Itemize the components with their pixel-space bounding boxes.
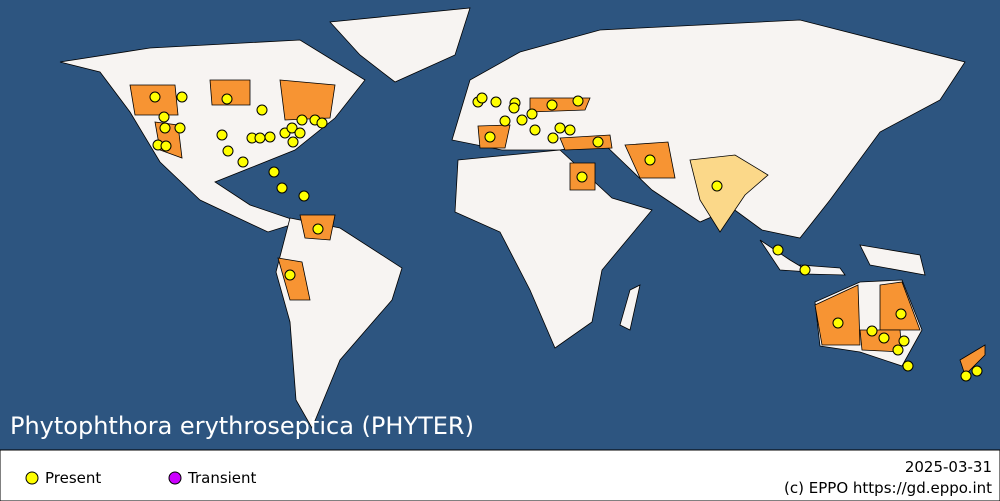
occurrence-point [529,124,541,136]
occurrence-point [878,332,890,344]
occurrence-point [902,360,914,372]
occurrence-point [526,108,538,120]
legend-transient: Transient [187,469,257,487]
legend-present-symbol [25,471,39,485]
occurrence-point [898,335,910,347]
occurrence-point [237,156,249,168]
occurrence-point [174,122,186,134]
occurrence-point [316,117,328,129]
occurrence-point [895,308,907,320]
occurrence-point [516,114,528,126]
occurrence-point [176,91,188,103]
occurrence-point [158,111,170,123]
occurrence-point [484,131,496,143]
occurrence-point [216,129,228,141]
occurrence-point [159,122,171,134]
credit: (c) EPPO https://gd.eppo.int [784,479,992,497]
occurrence-point [554,122,566,134]
occurrence-point [286,122,298,134]
occurrence-point [499,115,511,127]
occurrence-point [971,365,983,377]
occurrence-point [264,131,276,143]
occurrence-point [294,127,306,139]
occurrence-point [592,136,604,148]
occurrence-point [892,344,904,356]
legend-transient-symbol [168,471,182,485]
legend-bar [0,449,1000,501]
occurrence-point [711,180,723,192]
occurrence-point [508,102,520,114]
legend-present: Present [45,469,101,487]
occurrence-point [576,171,588,183]
occurrence-point [832,317,844,329]
occurrence-point [547,132,559,144]
occurrence-points [149,91,983,382]
occurrence-point [564,124,576,136]
occurrence-point [799,264,811,276]
occurrence-point [256,104,268,116]
occurrence-point [254,132,266,144]
occurrence-point [287,136,299,148]
occurrence-point [572,95,584,107]
occurrence-point [284,269,296,281]
occurrence-point [546,99,558,111]
date: 2025-03-31 [905,458,992,476]
occurrence-point [960,370,972,382]
occurrence-point [221,93,233,105]
map-title: Phytophthora erythroseptica (PHYTER) [10,412,474,440]
occurrence-point [644,154,656,166]
occurrence-point [268,166,280,178]
occurrence-point [160,140,172,152]
occurrence-point [772,244,784,256]
occurrence-point [312,223,324,235]
occurrence-point [276,182,288,194]
occurrence-point [296,114,308,126]
partial-region [689,154,769,233]
occurrence-point [476,92,488,104]
occurrence-point [298,190,310,202]
occurrence-point [866,325,878,337]
occurrence-point [149,91,161,103]
occurrence-point [222,145,234,157]
occurrence-point [490,96,502,108]
